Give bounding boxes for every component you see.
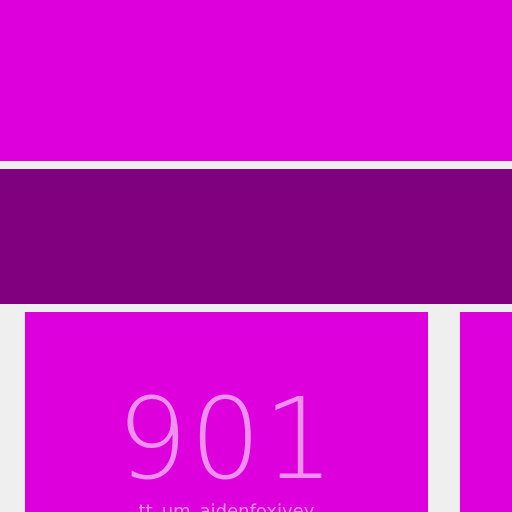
top-band-tile[interactable]	[0, 0, 512, 161]
project-tile[interactable]: 901 tt_um_aidenfoxivey	[25, 312, 428, 512]
project-number: 901	[116, 375, 337, 505]
project-name: tt_um_aidenfoxivey	[138, 501, 315, 512]
middle-band-tile[interactable]	[0, 169, 512, 304]
side-tile[interactable]	[460, 312, 512, 512]
